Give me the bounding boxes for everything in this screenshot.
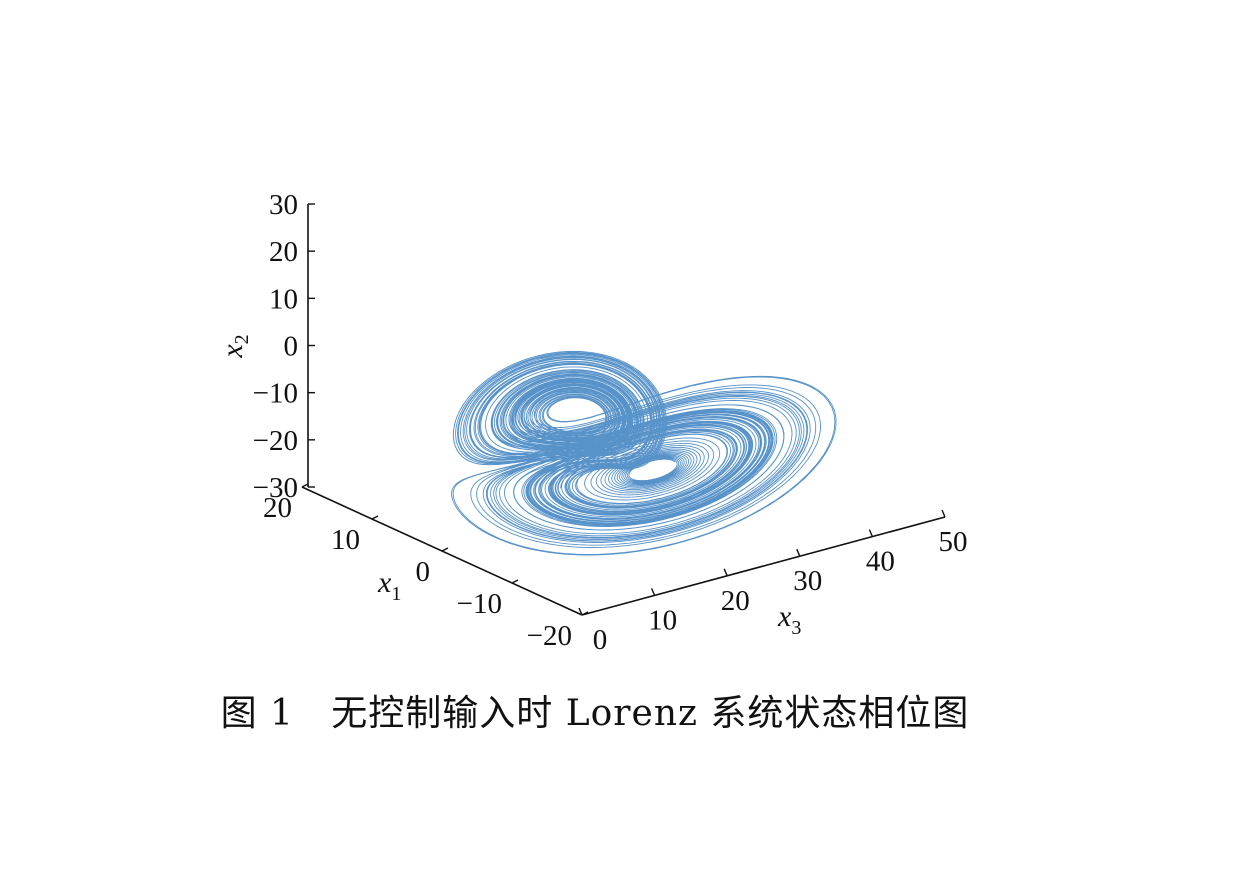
x2-tick-label: 30 bbox=[269, 189, 298, 221]
x3-tick-label: 0 bbox=[593, 624, 608, 656]
x2-tick-label: −20 bbox=[253, 425, 298, 457]
x2-tick-label: −30 bbox=[253, 472, 298, 504]
x2-tick-label: −10 bbox=[253, 378, 298, 410]
x3-tick-label: 30 bbox=[793, 565, 822, 597]
x1-tick-label: 0 bbox=[416, 556, 431, 588]
figure-number: 图 1 bbox=[220, 693, 294, 734]
x3-axis-label: x3 bbox=[777, 600, 801, 639]
figure-caption: 图 1 无控制输入时 Lorenz 系统状态相位图 bbox=[0, 684, 1190, 736]
x3-tick-label: 50 bbox=[939, 526, 968, 558]
x2-axis-label: x2 bbox=[216, 334, 253, 358]
x3-tick bbox=[868, 529, 874, 537]
x1-tick-label: 10 bbox=[331, 524, 360, 556]
x3-tick bbox=[796, 548, 801, 557]
x1-tick-label: −10 bbox=[457, 588, 502, 620]
attractor-trajectory-group bbox=[451, 350, 837, 556]
x2-tick-label: 0 bbox=[284, 331, 299, 363]
x1-tick bbox=[301, 483, 309, 488]
axis-labels-group: x2 x1 x3 bbox=[216, 334, 801, 639]
x3-tick-label: 40 bbox=[866, 546, 895, 578]
x3-axis-line bbox=[581, 516, 946, 616]
x3-tick bbox=[941, 509, 946, 518]
x1-tick bbox=[511, 579, 519, 584]
x3-tick bbox=[723, 568, 728, 577]
lorenz-trajectory-line bbox=[451, 350, 837, 556]
x2-tick-label: 10 bbox=[269, 283, 298, 315]
x1-tick-label: −20 bbox=[527, 620, 572, 652]
x1-axis-label: x1 bbox=[377, 566, 401, 605]
x3-tick bbox=[650, 588, 656, 596]
x2-tick-label: 20 bbox=[269, 236, 298, 268]
x1-tick bbox=[581, 611, 589, 616]
figure-caption-text: 无控制输入时 Lorenz 系统状态相位图 bbox=[331, 693, 970, 734]
x1-tick-label: 20 bbox=[263, 492, 292, 524]
x1-tick bbox=[441, 547, 449, 552]
x1-tick bbox=[371, 515, 379, 520]
x3-tick-label: 20 bbox=[721, 585, 750, 617]
x3-tick-label: 10 bbox=[648, 604, 677, 636]
x3-tick bbox=[578, 607, 583, 616]
